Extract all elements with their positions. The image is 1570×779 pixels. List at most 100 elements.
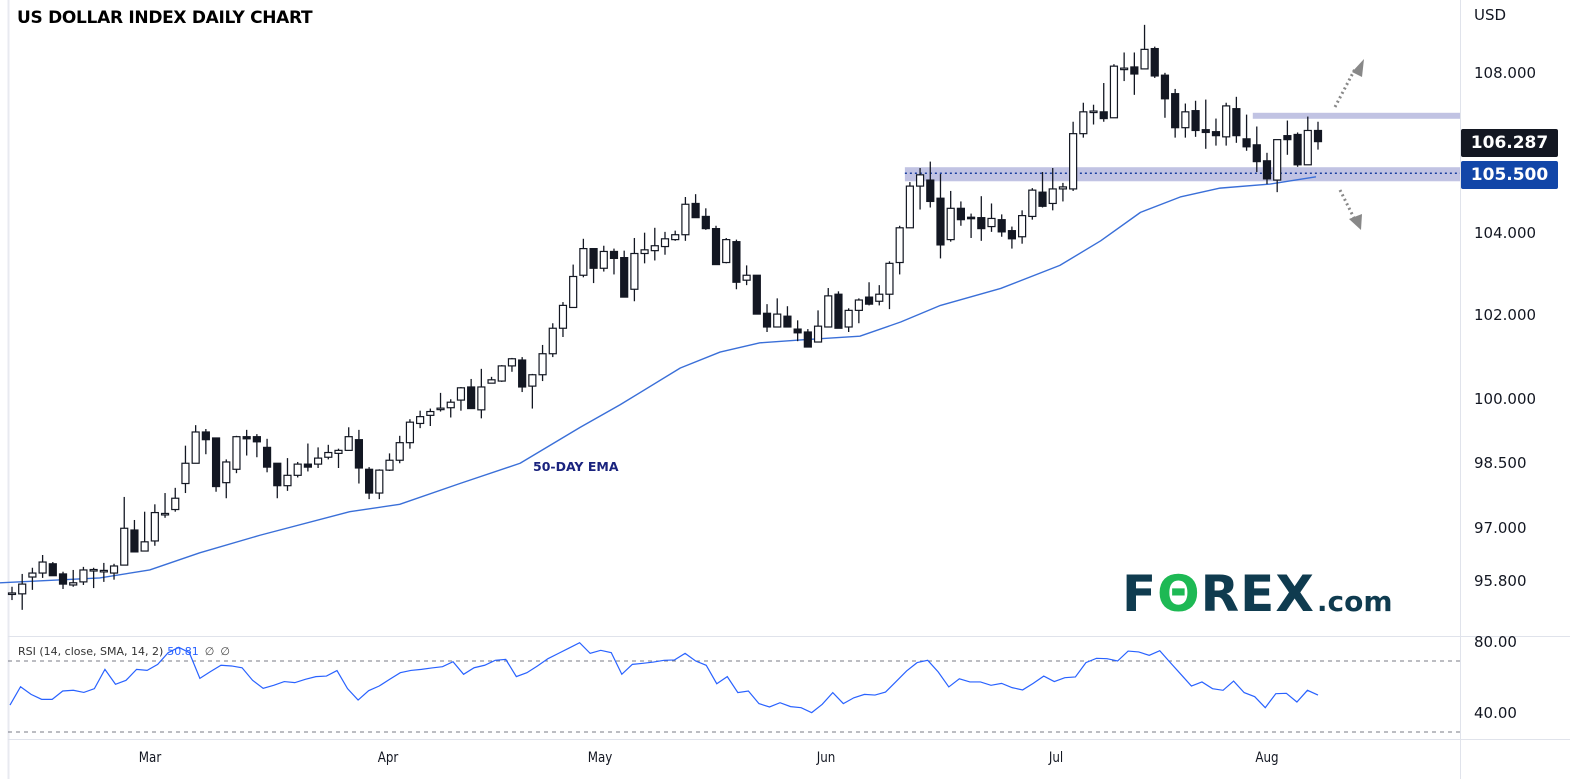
candle-body	[201, 431, 210, 441]
candle-body	[528, 374, 537, 387]
candle	[895, 225, 904, 275]
candle	[416, 410, 425, 429]
candle-body	[1171, 93, 1180, 129]
candles-layer	[7, 24, 1323, 610]
candle-body	[936, 197, 945, 246]
candle-body	[38, 561, 47, 574]
candle-body	[762, 312, 772, 328]
price-tick-label: 100.000	[1474, 390, 1537, 409]
candle-body	[1242, 138, 1251, 148]
candle	[1181, 103, 1190, 138]
candle	[477, 368, 486, 419]
candle-body	[1028, 189, 1037, 218]
candle	[242, 429, 251, 456]
candle-body	[365, 468, 374, 494]
candle	[701, 208, 710, 230]
candle-body	[395, 442, 404, 461]
candle-body	[630, 252, 639, 290]
candle	[497, 365, 506, 382]
candle	[467, 378, 476, 410]
candle	[1201, 99, 1210, 149]
candle	[69, 569, 78, 587]
candle	[385, 453, 394, 472]
candle	[1303, 116, 1312, 166]
arrow-down-line	[1338, 189, 1356, 219]
candle	[691, 194, 700, 219]
candle-body	[1181, 111, 1190, 129]
candle	[650, 227, 659, 261]
candle-body	[579, 247, 588, 276]
candle-body	[569, 275, 578, 309]
candle	[232, 435, 241, 474]
candle-body	[232, 436, 241, 470]
candle-body	[599, 250, 608, 269]
candle-body	[405, 421, 415, 444]
candle	[456, 386, 466, 411]
candle-body	[803, 331, 812, 348]
candle	[1211, 118, 1221, 146]
candle-body	[344, 436, 353, 451]
candle	[1222, 102, 1231, 146]
candle	[140, 511, 149, 552]
candle	[1058, 182, 1068, 202]
candle-body	[548, 327, 557, 355]
candle-body	[191, 431, 200, 464]
ema-label: 50-DAY EMA	[533, 459, 619, 474]
candle	[885, 261, 894, 310]
candle	[589, 247, 598, 284]
candle-body	[222, 461, 231, 484]
candle-body	[293, 463, 302, 476]
candle-body	[1201, 129, 1210, 134]
candle-body	[375, 469, 384, 494]
candle-body	[620, 257, 629, 298]
candle-body	[181, 462, 190, 485]
candle	[1262, 152, 1272, 185]
candle	[405, 419, 415, 449]
candle-body	[416, 416, 425, 425]
candle-body	[834, 293, 843, 329]
candle-body	[242, 436, 251, 440]
candle-body	[7, 592, 17, 596]
candle-body	[844, 309, 853, 328]
candle-body	[313, 457, 323, 465]
candle	[426, 408, 435, 427]
candle-body	[426, 410, 435, 416]
logo-main: FΘREX	[1122, 565, 1315, 623]
candle	[1171, 88, 1180, 138]
rsi-extra-1: ∅	[204, 645, 215, 658]
arrow-up-icon	[1352, 59, 1364, 77]
candle-body	[1222, 105, 1231, 138]
candle-body	[742, 274, 751, 281]
candle-body	[48, 563, 57, 577]
candle-body	[864, 296, 874, 305]
candle	[334, 448, 343, 468]
candle	[109, 563, 119, 580]
candle	[1018, 210, 1027, 244]
candle-body	[773, 313, 782, 328]
candle	[395, 435, 404, 464]
candle-body	[966, 216, 976, 220]
candle	[528, 373, 537, 409]
candle	[89, 567, 98, 589]
candle	[283, 458, 292, 491]
candle	[262, 438, 272, 473]
candle	[640, 232, 649, 264]
candle-body	[1232, 108, 1241, 137]
chart-frame	[7, 0, 1570, 779]
candle-body	[252, 436, 261, 443]
rsi-legend[interactable]: RSI (14, close, SMA, 14, 2) 50.81 ∅ ∅	[18, 645, 230, 658]
candle	[324, 444, 333, 460]
candle-body	[120, 527, 129, 566]
candle-body	[1099, 111, 1108, 120]
candle-body	[813, 325, 823, 343]
candle	[120, 496, 129, 566]
candle-body	[69, 582, 78, 586]
candle-body	[456, 387, 466, 401]
candle-body	[977, 217, 986, 230]
candle-body	[956, 207, 965, 221]
candle-body	[711, 228, 721, 266]
candle-body	[946, 207, 955, 241]
candle	[783, 306, 792, 328]
price-tick-label: 102.000	[1474, 306, 1537, 325]
level-price-label: 105.500	[1461, 161, 1558, 189]
